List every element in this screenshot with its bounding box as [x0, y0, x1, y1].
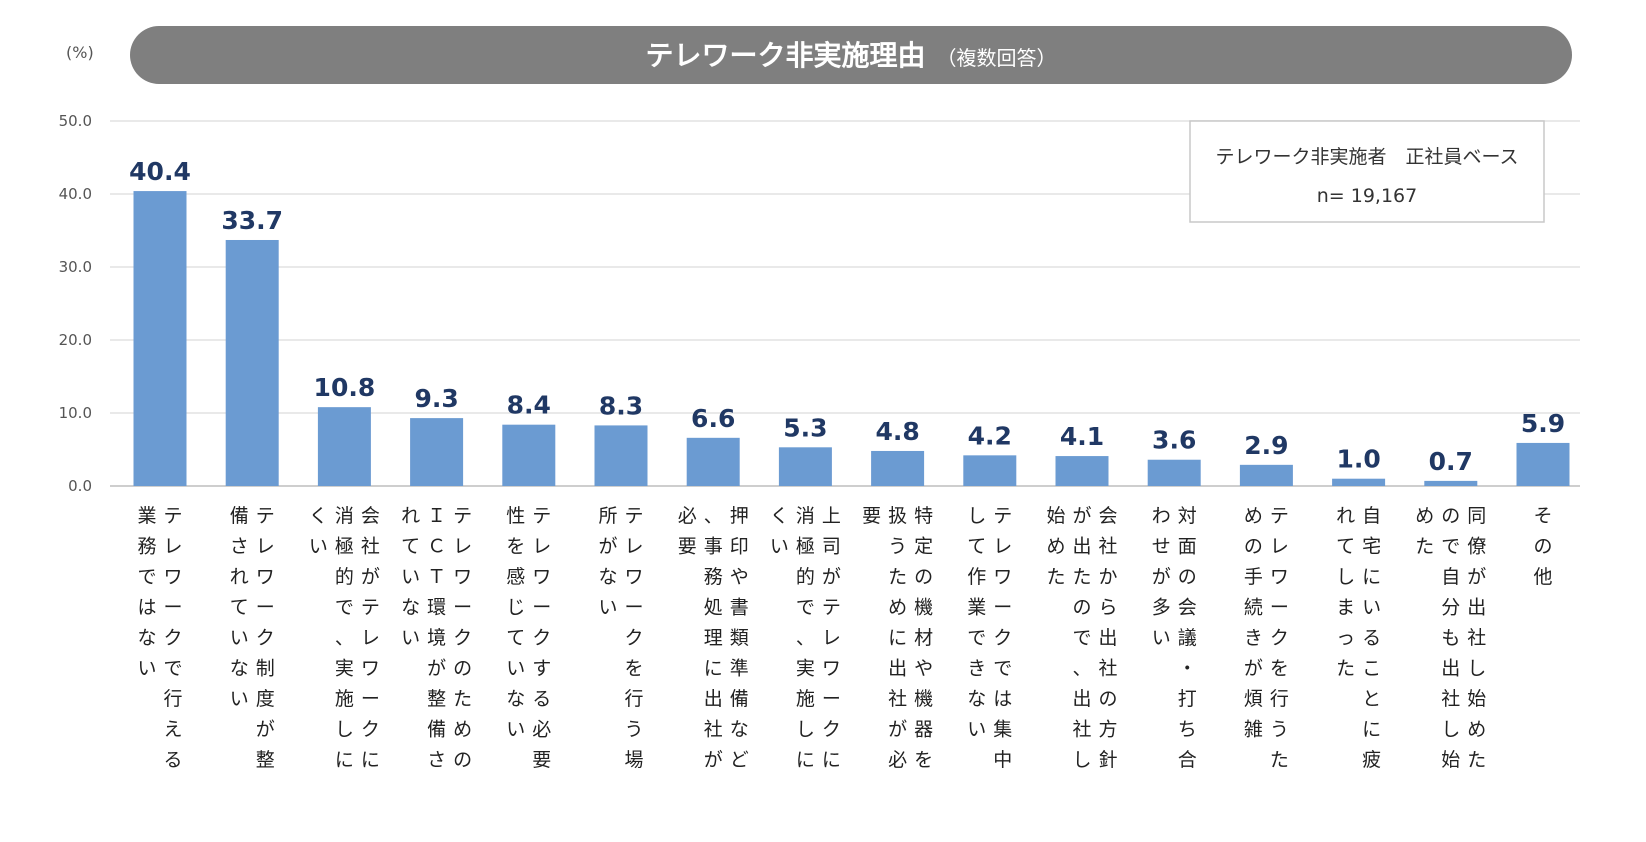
category-label-text: 対面の会議・打ち合わせが多い	[1152, 505, 1197, 771]
category-label-text: テレワークでは集中して作業できない	[967, 505, 1012, 771]
unit-label: (%)	[66, 43, 94, 62]
chart-subtitle: （複数回答）	[937, 46, 1057, 70]
category-label: 上司がテレワークに消極的で、実施しにくい	[770, 505, 841, 771]
value-label: 8.3	[599, 391, 643, 420]
category-label: テレワークを行うための手続きが煩雑	[1244, 505, 1289, 771]
category-labels: テレワークで行える業務ではない テレワーク制度が整備されていない会社がテレワークに…	[137, 505, 1552, 771]
value-label: 5.3	[783, 413, 827, 442]
bar	[1332, 478, 1386, 486]
y-tick-label: 40.0	[59, 185, 92, 203]
bars	[133, 191, 1570, 486]
category-label: 会社がテレワークに消極的で、実施しにくい	[309, 505, 380, 771]
category-label: その他	[1533, 505, 1552, 588]
bar	[502, 424, 556, 486]
title-banner	[130, 26, 1572, 84]
bar	[133, 191, 187, 486]
bar	[1516, 442, 1570, 486]
category-label-text: 会社がテレワークに消極的で、実施しにくい	[309, 505, 380, 771]
value-label: 4.8	[875, 417, 919, 446]
category-label: テレワークを行う場所がない	[598, 505, 643, 771]
value-label: 4.2	[968, 421, 1012, 450]
category-label-text: 自宅にいることに疲れてしまった	[1336, 505, 1381, 771]
value-label: 2.9	[1244, 431, 1288, 460]
category-label-text: テレワークのためのＩＣＴ環境が整備されていない	[401, 505, 472, 771]
category-label: 押印や書類準備など、事務処理に出社が必要	[678, 505, 749, 771]
value-label: 3.6	[1152, 426, 1196, 455]
category-label-text: テレワークする必要性を感じていない	[506, 505, 551, 771]
bar	[594, 425, 648, 486]
legend-box-population: テレワーク非実施者 正社員ベース	[1215, 146, 1518, 168]
category-label: テレワーク制度が整備されていない	[230, 505, 275, 771]
category-label-text: 同僚が出社し始めたので自分も出社し始めた	[1415, 505, 1486, 771]
category-label-text: テレワークを行うための手続きが煩雑	[1244, 505, 1289, 771]
bar	[1424, 480, 1478, 486]
category-label-text: テレワークを行う場所がない	[598, 505, 643, 771]
value-label: 8.4	[507, 391, 551, 420]
y-tick-label: 50.0	[59, 112, 92, 130]
category-label: 対面の会議・打ち合わせが多い	[1152, 505, 1197, 771]
legend-box: テレワーク非実施者 正社員ベース n= 19,167	[1189, 120, 1545, 223]
category-label-text: 特定の機材や機器を扱うために出社が必要	[862, 505, 933, 771]
value-label: 9.3	[414, 384, 458, 413]
category-label-text: テレワーク制度が整備されていない	[230, 505, 275, 771]
value-label: 1.0	[1336, 445, 1380, 474]
bar	[1239, 464, 1293, 486]
chart-title: テレワーク非実施理由 （複数回答）	[645, 39, 1056, 72]
bar	[871, 450, 925, 486]
bar	[778, 447, 832, 486]
bar	[317, 407, 371, 486]
chart-title-main: テレワーク非実施理由	[645, 39, 925, 72]
value-label: 33.7	[221, 206, 283, 235]
category-label-text: 押印や書類準備など、事務処理に出社が必要	[678, 505, 749, 771]
y-axis-ticks: 0.0 10.0 20.0 30.0 40.0 50.0	[59, 112, 92, 495]
value-label: 40.4	[129, 157, 191, 186]
value-label: 10.8	[314, 373, 376, 402]
category-label-text: その他	[1533, 505, 1552, 588]
category-label: 自宅にいることに疲れてしまった	[1336, 505, 1381, 771]
value-label: 0.7	[1429, 447, 1473, 476]
category-label: 特定の機材や機器を扱うために出社が必要	[862, 505, 933, 771]
bar	[963, 455, 1017, 486]
bar	[686, 437, 740, 486]
legend-box-sample-size: n= 19,167	[1317, 185, 1417, 207]
category-label: テレワークでは集中して作業できない	[967, 505, 1012, 771]
category-label: 同僚が出社し始めたので自分も出社し始めた	[1415, 505, 1486, 771]
bar	[1055, 456, 1109, 486]
y-tick-label: 0.0	[68, 477, 92, 495]
category-label: 会社から出社の方針が出たので、出社し始めた	[1046, 505, 1117, 771]
value-label: 4.1	[1060, 422, 1104, 451]
bar	[410, 418, 464, 486]
legend-box-frame	[1189, 120, 1545, 223]
category-label: テレワークで行える業務ではない	[137, 505, 182, 771]
y-tick-label: 10.0	[59, 404, 92, 422]
category-label-text: テレワークで行える業務ではない	[137, 505, 182, 771]
value-labels: 40.4 33.7 10.8 9.3 8.4 8.3 6.6 5.3 4.8 4.2 4.1 3.6 2…	[129, 157, 1565, 476]
bar	[1147, 459, 1201, 486]
category-label: テレワークする必要性を感じていない	[506, 505, 551, 771]
value-label: 6.6	[691, 404, 735, 433]
category-label: テレワークのためのＩＣＴ環境が整備されていない	[401, 505, 472, 771]
value-label: 5.9	[1521, 409, 1565, 438]
category-label-text: 上司がテレワークに消極的で、実施しにくい	[770, 505, 841, 771]
category-label-text: 会社から出社の方針が出たので、出社し始めた	[1046, 505, 1117, 771]
y-tick-label: 20.0	[59, 331, 92, 349]
y-tick-label: 30.0	[59, 258, 92, 276]
bar	[225, 239, 279, 486]
